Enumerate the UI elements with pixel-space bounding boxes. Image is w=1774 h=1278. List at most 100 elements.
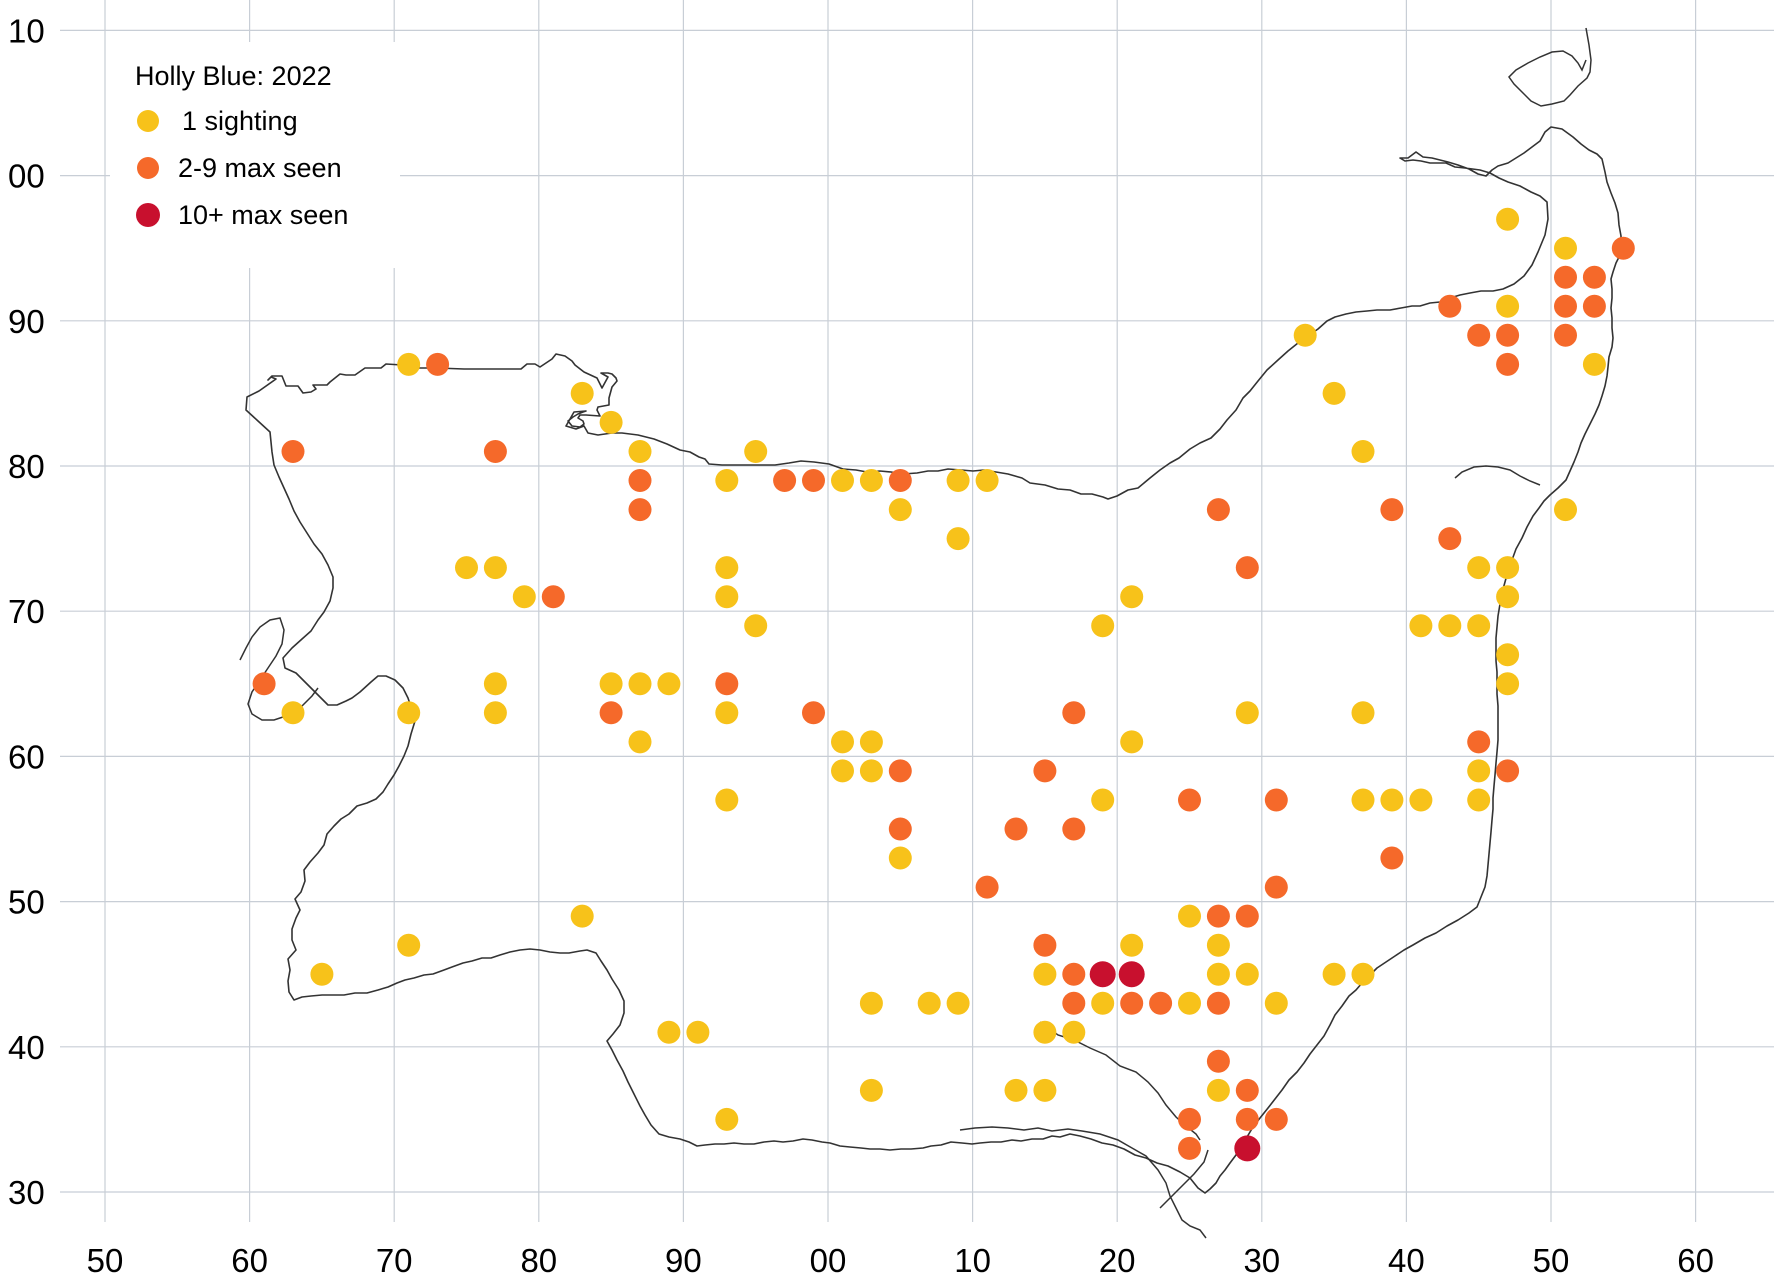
sighting-dot-few (1582, 294, 1606, 318)
sighting-dot-single (888, 498, 912, 522)
sighting-dot-single (1322, 381, 1346, 405)
sighting-dot-single (512, 585, 536, 609)
sighting-dot-few (715, 672, 739, 696)
sighting-dot-few (1206, 498, 1230, 522)
sighting-dot-single (744, 614, 768, 638)
sighting-dot-few (773, 469, 797, 492)
sighting-dot-single (1091, 614, 1115, 638)
sighting-dot-single (1409, 788, 1433, 812)
west-inlet-path (239, 617, 319, 721)
sighting-dot-single (570, 381, 594, 405)
sighting-dot-single (1496, 294, 1520, 318)
sighting-dot-single (281, 701, 305, 725)
sighting-dot-few (1206, 904, 1230, 928)
sighting-dot-few (599, 701, 623, 725)
x-tick-label: 30 (1243, 1242, 1280, 1278)
sighting-dot-single (715, 701, 739, 725)
sighting-dot-few (1235, 556, 1259, 580)
x-tick-label: 10 (954, 1242, 991, 1278)
sighting-dot-few (1235, 1078, 1259, 1102)
sighting-dot-single (1033, 962, 1057, 986)
sighting-dot-single (715, 788, 739, 812)
legend-label-single: 1 sighting (182, 106, 298, 136)
legend-swatch-single (137, 110, 159, 132)
sighting-dot-few (1206, 991, 1230, 1015)
sighting-dot-few (281, 440, 305, 463)
coastal-inlet-path (1508, 27, 1592, 107)
sighting-dot-single (888, 846, 912, 870)
sighting-dot-single (1496, 585, 1520, 609)
sighting-dot-single (1380, 788, 1404, 812)
sighting-dot-single (1582, 352, 1606, 376)
sighting-dot-few (1438, 527, 1462, 551)
sighting-dot-few (1264, 788, 1288, 812)
sighting-dot-many (1118, 961, 1145, 988)
sighting-dot-single (657, 672, 681, 696)
sighting-dot-single (397, 701, 421, 725)
sighting-dot-single (1178, 991, 1201, 1015)
sighting-dot-few (888, 759, 912, 783)
sighting-dot-single (1178, 904, 1201, 928)
sighting-dot-single (1120, 933, 1144, 957)
x-tick-label: 50 (1533, 1242, 1570, 1278)
sighting-dot-single (310, 962, 334, 986)
sighting-dot-single (744, 440, 768, 463)
axis-tick-labels: 50 60 70 80 90 00 10 20 30 40 50 60 10 00 90 80 70 60 50 40… (8, 12, 1714, 1278)
x-tick-label: 70 (376, 1242, 413, 1278)
sighting-dot-single (1467, 788, 1491, 812)
sighting-dot-single (715, 469, 739, 492)
sighting-dot-single (1033, 1020, 1057, 1044)
sighting-dot-few (1264, 1107, 1288, 1131)
legend-title: Holly Blue: 2022 (135, 61, 332, 91)
sighting-dot-single (483, 672, 507, 696)
sighting-dot-few (1467, 730, 1491, 754)
sighting-dot-single (1554, 498, 1577, 522)
sighting-dot-few (1496, 323, 1520, 347)
x-tick-label: 60 (231, 1242, 268, 1278)
sighting-dot-single (1467, 614, 1491, 638)
sighting-dot-single (1351, 440, 1375, 463)
sighting-dot-single (946, 527, 970, 551)
sighting-dot-few (1235, 1107, 1259, 1131)
coast-spit-path (1454, 465, 1541, 486)
sighting-dot-many (1234, 1135, 1261, 1162)
grid-lines (60, 0, 1774, 1222)
sighting-dot-few (888, 469, 912, 492)
y-tick-label: 90 (8, 303, 45, 340)
sighting-dot-single (1554, 236, 1577, 260)
sighting-dot-few (802, 701, 825, 725)
x-tick-label: 00 (810, 1242, 847, 1278)
y-tick-label: 00 (8, 158, 45, 195)
sighting-dot-single (1033, 1078, 1057, 1102)
sighting-dot-few (628, 469, 652, 492)
estuary-mouth-path (1159, 1149, 1209, 1209)
sighting-dot-few (975, 875, 999, 899)
sighting-dot-few (1554, 294, 1577, 318)
sighting-dot-single (715, 556, 739, 580)
sighting-dot-single (628, 440, 652, 463)
sighting-dot-few (1611, 236, 1635, 260)
sighting-dot-single (859, 991, 883, 1015)
sighting-dot-few (1033, 759, 1057, 783)
x-tick-label: 20 (1099, 1242, 1136, 1278)
sighting-dot-single (1062, 1020, 1086, 1044)
sighting-dot-few (1380, 498, 1404, 522)
x-tick-label: 50 (87, 1242, 124, 1278)
y-tick-label: 70 (8, 593, 45, 630)
sighting-dot-few (1467, 323, 1491, 347)
sighting-dot-few (1264, 875, 1288, 899)
sighting-dot-few (252, 672, 276, 696)
y-tick-label: 40 (8, 1029, 45, 1066)
sighting-dot-single (917, 991, 941, 1015)
sighting-dot-single (1206, 933, 1230, 957)
sighting-dot-single (599, 672, 623, 696)
sighting-dot-few (628, 498, 652, 522)
sighting-dot-single (1235, 962, 1259, 986)
sighting-dot-single (397, 352, 421, 376)
sighting-dot-single (628, 730, 652, 754)
sighting-dot-few (1496, 759, 1520, 783)
y-tick-label: 80 (8, 448, 45, 485)
sighting-dot-single (1120, 730, 1144, 754)
sighting-dot-few (1062, 991, 1086, 1015)
sighting-dot-few (1178, 1136, 1201, 1160)
